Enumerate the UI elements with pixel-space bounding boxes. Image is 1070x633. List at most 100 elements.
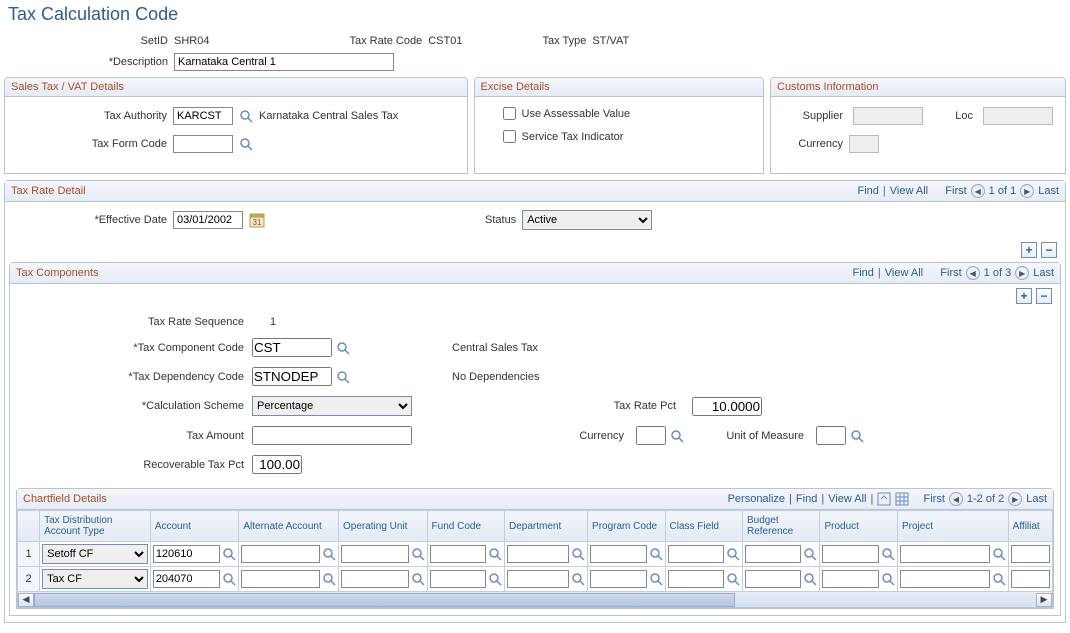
lookup-icon[interactable] [322, 572, 336, 586]
chartfield-input[interactable] [590, 545, 646, 563]
view-all-link[interactable]: View All [885, 267, 923, 279]
lookup-icon[interactable] [322, 547, 336, 561]
col-budget-ref[interactable]: Budget Reference [743, 511, 820, 542]
view-all-link[interactable]: View All [890, 185, 928, 197]
chartfield-input[interactable] [900, 570, 990, 588]
dependency-code-input[interactable] [252, 367, 332, 386]
find-link[interactable]: Find [796, 493, 817, 505]
description-input[interactable] [174, 53, 394, 71]
add-row-button[interactable]: + [1021, 242, 1037, 258]
chartfield-input[interactable] [430, 570, 486, 588]
scroll-left-button[interactable]: ◀ [18, 593, 34, 607]
calendar-icon[interactable]: 31 [249, 212, 265, 228]
chartfield-input[interactable] [241, 570, 320, 588]
status-select[interactable]: Active [522, 210, 652, 230]
col-project[interactable]: Project [897, 511, 1008, 542]
recoverable-input[interactable] [252, 455, 302, 474]
prev-button[interactable]: ◀ [971, 184, 985, 198]
chartfield-input[interactable] [822, 545, 878, 563]
chartfield-input[interactable] [341, 545, 409, 563]
delete-row-button[interactable]: − [1036, 288, 1052, 304]
lookup-icon[interactable] [222, 572, 236, 586]
chartfield-input[interactable] [341, 570, 409, 588]
lookup-icon[interactable] [239, 137, 253, 151]
lookup-icon[interactable] [881, 572, 895, 586]
chartfield-input[interactable] [507, 570, 569, 588]
grid-icon[interactable] [895, 492, 909, 506]
delete-row-button[interactable]: − [1041, 242, 1057, 258]
chartfield-input[interactable] [668, 545, 724, 563]
lookup-icon[interactable] [571, 547, 585, 561]
col-tax-dist-type[interactable]: Tax Distribution Account Type [40, 511, 151, 542]
next-button[interactable]: ▶ [1015, 266, 1029, 280]
lookup-icon[interactable] [336, 341, 350, 355]
chartfield-input[interactable] [822, 570, 878, 588]
chartfield-input[interactable] [241, 545, 320, 563]
next-button[interactable]: ▶ [1008, 492, 1022, 506]
lookup-icon[interactable] [803, 547, 817, 561]
zoom-icon[interactable] [877, 492, 891, 506]
lookup-icon[interactable] [488, 572, 502, 586]
prev-button[interactable]: ◀ [966, 266, 980, 280]
lookup-icon[interactable] [850, 429, 864, 443]
view-all-link[interactable]: View All [828, 493, 866, 505]
col-affiliate[interactable]: Affiliat [1008, 511, 1052, 542]
tc-currency-input[interactable] [636, 426, 666, 445]
affiliate-input[interactable] [1011, 570, 1050, 588]
scroll-thumb[interactable] [34, 593, 735, 607]
find-link[interactable]: Find [853, 267, 874, 279]
chartfield-input[interactable] [590, 570, 646, 588]
chartfield-input[interactable] [745, 545, 801, 563]
horizontal-scrollbar[interactable]: ◀ ▶ [17, 592, 1053, 608]
lookup-icon[interactable] [239, 109, 253, 123]
account-input[interactable] [153, 545, 221, 563]
col-op-unit[interactable]: Operating Unit [338, 511, 427, 542]
find-link[interactable]: Find [858, 185, 879, 197]
lookup-icon[interactable] [992, 547, 1006, 561]
scroll-right-button[interactable]: ▶ [1036, 593, 1052, 607]
use-assessable-checkbox[interactable] [503, 107, 516, 120]
col-department[interactable]: Department [505, 511, 588, 542]
col-alt-account[interactable]: Alternate Account [239, 511, 339, 542]
prev-button[interactable]: ◀ [949, 492, 963, 506]
lookup-icon[interactable] [411, 547, 425, 561]
scroll-track[interactable] [34, 593, 1036, 607]
lookup-icon[interactable] [222, 547, 236, 561]
lookup-icon[interactable] [488, 547, 502, 561]
tax-dist-type-select[interactable]: Tax CF [42, 569, 148, 589]
add-row-button[interactable]: + [1016, 288, 1032, 304]
lookup-icon[interactable] [649, 572, 663, 586]
tax-authority-input[interactable] [173, 107, 233, 125]
next-button[interactable]: ▶ [1020, 184, 1034, 198]
chartfield-input[interactable] [507, 545, 569, 563]
lookup-icon[interactable] [726, 547, 740, 561]
lookup-icon[interactable] [649, 547, 663, 561]
lookup-icon[interactable] [803, 572, 817, 586]
component-code-input[interactable] [252, 338, 332, 357]
tax-rate-pct-input[interactable] [692, 397, 762, 416]
chartfield-input[interactable] [745, 570, 801, 588]
lookup-icon[interactable] [571, 572, 585, 586]
service-tax-checkbox[interactable] [503, 130, 516, 143]
lookup-icon[interactable] [411, 572, 425, 586]
col-product[interactable]: Product [820, 511, 897, 542]
tax-form-code-input[interactable] [173, 135, 233, 153]
col-class-field[interactable]: Class Field [665, 511, 742, 542]
col-program-code[interactable]: Program Code [588, 511, 665, 542]
col-fund-code[interactable]: Fund Code [427, 511, 504, 542]
chartfield-input[interactable] [900, 545, 990, 563]
chartfield-input[interactable] [430, 545, 486, 563]
tax-dist-type-select[interactable]: Setoff CF [42, 544, 148, 564]
col-account[interactable]: Account [150, 511, 239, 542]
uom-input[interactable] [816, 426, 846, 445]
chartfield-input[interactable] [668, 570, 724, 588]
calc-scheme-select[interactable]: Percentage [252, 396, 412, 416]
tax-amount-input[interactable] [252, 426, 412, 445]
affiliate-input[interactable] [1011, 545, 1050, 563]
lookup-icon[interactable] [670, 429, 684, 443]
lookup-icon[interactable] [726, 572, 740, 586]
lookup-icon[interactable] [992, 572, 1006, 586]
lookup-icon[interactable] [881, 547, 895, 561]
lookup-icon[interactable] [336, 370, 350, 384]
account-input[interactable] [153, 570, 221, 588]
